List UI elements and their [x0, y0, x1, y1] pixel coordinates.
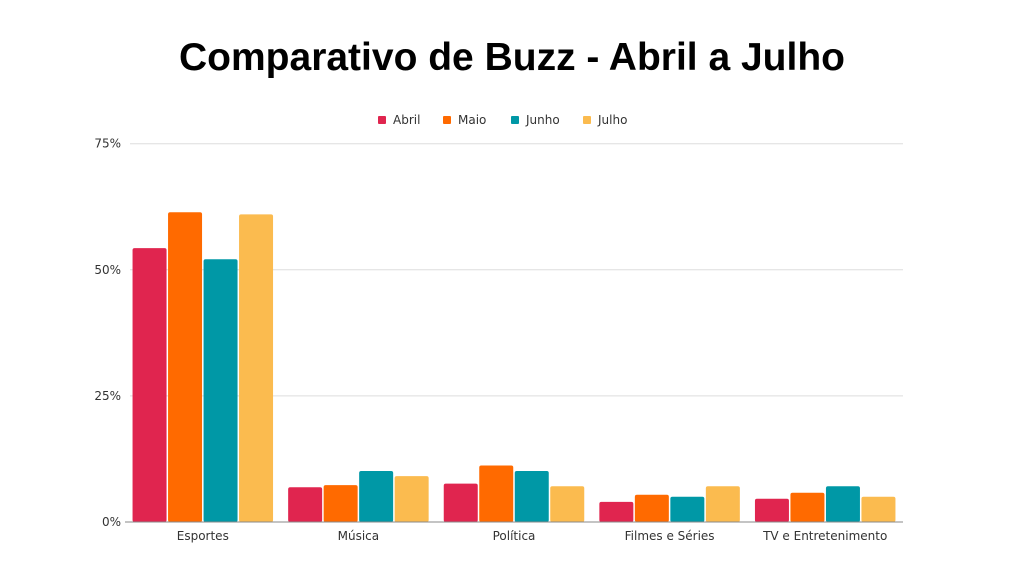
bar-maio	[479, 465, 514, 522]
bar-maio	[168, 212, 203, 522]
legend-label: Junho	[525, 113, 560, 127]
bar-abril	[443, 483, 478, 522]
bar-julho	[705, 486, 740, 522]
bar-junho	[825, 486, 860, 522]
legend-swatch-abril	[378, 116, 386, 124]
x-tick-label: Música	[338, 529, 380, 543]
legend-swatch-maio	[443, 116, 451, 124]
x-tick-label: TV e Entretenimento	[762, 529, 887, 543]
x-tick-label: Esportes	[177, 529, 229, 543]
bar-julho	[861, 496, 896, 522]
bar-junho	[514, 471, 549, 522]
bar-abril	[599, 501, 634, 522]
bar-julho	[239, 214, 274, 523]
legend-label: Julho	[597, 113, 627, 127]
bar-junho	[359, 471, 394, 522]
y-tick-label: 0%	[102, 515, 121, 529]
bar-abril	[288, 487, 323, 522]
bar-maio	[323, 485, 358, 522]
legend-label: Maio	[458, 113, 486, 127]
bar-julho	[394, 476, 429, 522]
bar-abril	[754, 498, 789, 522]
bar-maio	[790, 492, 825, 522]
x-tick-label: Filmes e Séries	[625, 529, 715, 543]
legend-swatch-junho	[511, 116, 519, 124]
chart-title: Comparativo de Buzz - Abril a Julho	[179, 36, 845, 79]
x-tick-label: Política	[493, 529, 536, 543]
bar-junho	[670, 496, 705, 522]
bar-junho	[203, 259, 238, 522]
y-tick-label: 75%	[94, 137, 121, 151]
bar-julho	[550, 486, 585, 522]
y-tick-label: 25%	[94, 389, 121, 403]
bar-maio	[634, 494, 669, 522]
legend-label: Abril	[393, 113, 420, 127]
legend-swatch-julho	[583, 116, 591, 124]
bar-abril	[132, 248, 167, 523]
y-tick-label: 50%	[94, 263, 121, 277]
